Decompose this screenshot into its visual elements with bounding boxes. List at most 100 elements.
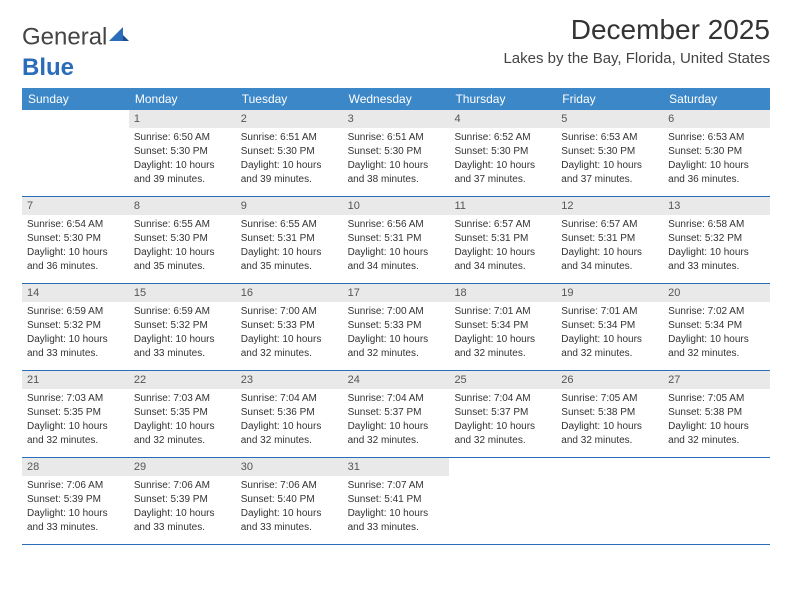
day-number: 2 [236, 110, 343, 128]
brand-part1: General [22, 23, 107, 50]
brand-text: General Blue [22, 22, 129, 82]
day-line: Daylight: 10 hours [348, 333, 445, 346]
day-number: 25 [449, 371, 556, 389]
day-number: 5 [556, 110, 663, 128]
day-line: Sunrise: 6:51 AM [241, 131, 338, 144]
day-line: Sunset: 5:30 PM [241, 145, 338, 158]
day-line: and 32 minutes. [668, 434, 765, 447]
day-line: and 36 minutes. [27, 260, 124, 273]
day-details: Sunrise: 6:57 AMSunset: 5:31 PMDaylight:… [556, 215, 663, 279]
day-details: Sunrise: 6:55 AMSunset: 5:31 PMDaylight:… [236, 215, 343, 279]
day-line: and 32 minutes. [561, 347, 658, 360]
day-line: Daylight: 10 hours [454, 420, 551, 433]
day-line: Daylight: 10 hours [241, 507, 338, 520]
day-line: and 32 minutes. [668, 347, 765, 360]
day-line: Sunrise: 7:05 AM [561, 392, 658, 405]
day-line: Sunset: 5:34 PM [668, 319, 765, 332]
day-line: Sunset: 5:31 PM [348, 232, 445, 245]
day-line: Sunset: 5:41 PM [348, 493, 445, 506]
weekday-header: Wednesday [343, 88, 450, 110]
day-line: Sunrise: 7:04 AM [241, 392, 338, 405]
day-line: and 32 minutes. [348, 347, 445, 360]
day-details: Sunrise: 6:58 AMSunset: 5:32 PMDaylight:… [663, 215, 770, 279]
day-cell: 3Sunrise: 6:51 AMSunset: 5:30 PMDaylight… [343, 110, 450, 196]
day-line: Daylight: 10 hours [668, 159, 765, 172]
day-cell: 11Sunrise: 6:57 AMSunset: 5:31 PMDayligh… [449, 197, 556, 283]
day-line: and 33 minutes. [27, 521, 124, 534]
day-details: Sunrise: 6:50 AMSunset: 5:30 PMDaylight:… [129, 128, 236, 192]
day-line: and 37 minutes. [561, 173, 658, 186]
day-cell: 26Sunrise: 7:05 AMSunset: 5:38 PMDayligh… [556, 371, 663, 457]
day-line: Daylight: 10 hours [134, 159, 231, 172]
day-details: Sunrise: 6:54 AMSunset: 5:30 PMDaylight:… [22, 215, 129, 279]
day-cell: 20Sunrise: 7:02 AMSunset: 5:34 PMDayligh… [663, 284, 770, 370]
day-number: 15 [129, 284, 236, 302]
day-cell: 28Sunrise: 7:06 AMSunset: 5:39 PMDayligh… [22, 458, 129, 544]
day-cell: 1Sunrise: 6:50 AMSunset: 5:30 PMDaylight… [129, 110, 236, 196]
day-details: Sunrise: 7:01 AMSunset: 5:34 PMDaylight:… [449, 302, 556, 366]
day-details: Sunrise: 7:03 AMSunset: 5:35 PMDaylight:… [22, 389, 129, 453]
day-line: Sunrise: 7:04 AM [454, 392, 551, 405]
day-line: Sunset: 5:30 PM [27, 232, 124, 245]
day-line: Sunset: 5:31 PM [454, 232, 551, 245]
day-line: and 33 minutes. [348, 521, 445, 534]
day-details: Sunrise: 6:51 AMSunset: 5:30 PMDaylight:… [343, 128, 450, 192]
day-number: 26 [556, 371, 663, 389]
page-header: General Blue December 2025 Lakes by the B… [22, 14, 770, 82]
day-line: Daylight: 10 hours [241, 246, 338, 259]
day-line: Sunrise: 7:06 AM [27, 479, 124, 492]
day-cell: 4Sunrise: 6:52 AMSunset: 5:30 PMDaylight… [449, 110, 556, 196]
day-line: Sunrise: 6:50 AM [134, 131, 231, 144]
day-line: and 32 minutes. [241, 347, 338, 360]
day-line: Sunrise: 6:55 AM [134, 218, 231, 231]
day-line: Sunset: 5:40 PM [241, 493, 338, 506]
day-line: Sunset: 5:38 PM [561, 406, 658, 419]
day-line: and 32 minutes. [348, 434, 445, 447]
day-number: 21 [22, 371, 129, 389]
day-line: Sunset: 5:33 PM [241, 319, 338, 332]
location-text: Lakes by the Bay, Florida, United States [503, 50, 770, 67]
day-line: and 35 minutes. [134, 260, 231, 273]
day-number: 12 [556, 197, 663, 215]
title-block: December 2025 Lakes by the Bay, Florida,… [503, 14, 770, 67]
day-number: 20 [663, 284, 770, 302]
day-details: Sunrise: 6:53 AMSunset: 5:30 PMDaylight:… [663, 128, 770, 192]
day-details: Sunrise: 7:04 AMSunset: 5:36 PMDaylight:… [236, 389, 343, 453]
day-number: 24 [343, 371, 450, 389]
day-line: Daylight: 10 hours [27, 507, 124, 520]
day-details: Sunrise: 7:01 AMSunset: 5:34 PMDaylight:… [556, 302, 663, 366]
day-number: 3 [343, 110, 450, 128]
day-line: Sunrise: 6:53 AM [668, 131, 765, 144]
day-details: Sunrise: 7:04 AMSunset: 5:37 PMDaylight:… [343, 389, 450, 453]
day-details: Sunrise: 6:51 AMSunset: 5:30 PMDaylight:… [236, 128, 343, 192]
day-line: and 34 minutes. [561, 260, 658, 273]
day-line: Sunset: 5:30 PM [134, 145, 231, 158]
day-details: Sunrise: 6:57 AMSunset: 5:31 PMDaylight:… [449, 215, 556, 279]
day-details: Sunrise: 7:05 AMSunset: 5:38 PMDaylight:… [663, 389, 770, 453]
calendar-grid: SundayMondayTuesdayWednesdayThursdayFrid… [22, 88, 770, 545]
day-number: 7 [22, 197, 129, 215]
day-number: 31 [343, 458, 450, 476]
weekday-header: Saturday [663, 88, 770, 110]
day-line: Daylight: 10 hours [348, 246, 445, 259]
day-line: and 33 minutes. [668, 260, 765, 273]
day-number: 27 [663, 371, 770, 389]
day-line: Sunrise: 6:51 AM [348, 131, 445, 144]
day-line: and 32 minutes. [454, 347, 551, 360]
sail-icon [109, 22, 129, 50]
day-number: 23 [236, 371, 343, 389]
day-details: Sunrise: 6:53 AMSunset: 5:30 PMDaylight:… [556, 128, 663, 192]
day-cell [556, 458, 663, 544]
day-cell: 7Sunrise: 6:54 AMSunset: 5:30 PMDaylight… [22, 197, 129, 283]
day-number: 19 [556, 284, 663, 302]
day-line: Sunset: 5:39 PM [27, 493, 124, 506]
day-details: Sunrise: 7:06 AMSunset: 5:39 PMDaylight:… [22, 476, 129, 540]
day-line: Sunset: 5:34 PM [454, 319, 551, 332]
month-title: December 2025 [503, 14, 770, 46]
brand-part2: Blue [22, 54, 74, 81]
day-line: Daylight: 10 hours [27, 420, 124, 433]
day-cell: 5Sunrise: 6:53 AMSunset: 5:30 PMDaylight… [556, 110, 663, 196]
day-number: 30 [236, 458, 343, 476]
day-line: Sunrise: 6:57 AM [454, 218, 551, 231]
day-line: and 33 minutes. [134, 347, 231, 360]
